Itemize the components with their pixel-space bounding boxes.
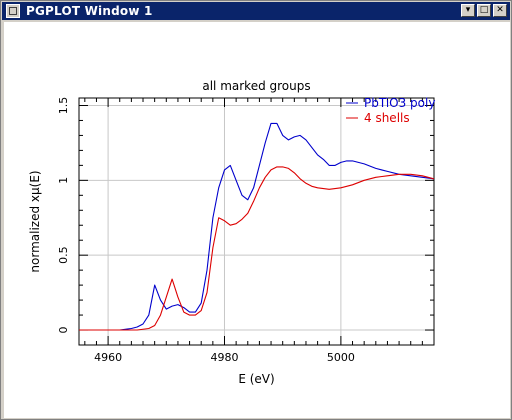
series-line-1: [79, 166, 434, 331]
x-tick-label-4960: 4960: [94, 351, 122, 364]
y-axis-label: normalized xμ(E): [28, 170, 42, 272]
y-tick-label-0-5: 0.5: [57, 246, 70, 264]
window-menu-icon[interactable]: [6, 4, 20, 18]
window-title: PGPLOT Window 1: [26, 4, 153, 18]
y-tick-label-1-5: 1.5: [57, 97, 70, 115]
y-tick-label-0: 0: [57, 327, 70, 334]
x-tick-label-5000: 5000: [327, 351, 355, 364]
legend: PbTiO3 poly 4 shells: [346, 96, 435, 125]
minimize-button[interactable]: ▾: [461, 4, 475, 17]
x-tick-label-4980: 4980: [210, 351, 238, 364]
x-axis-label: E (eV): [238, 372, 274, 386]
title-bar[interactable]: PGPLOT Window 1 ▾ □ ✕: [2, 2, 510, 20]
window-controls: ▾ □ ✕: [461, 4, 507, 17]
chart-title: all marked groups: [202, 79, 310, 93]
legend-label-4-shells: 4 shells: [364, 111, 410, 125]
plot-frame: [78, 97, 435, 346]
plot-area: all marked groups E (eV) normalized xμ(E…: [4, 22, 510, 418]
close-button[interactable]: ✕: [493, 4, 507, 17]
series-group: [79, 122, 434, 331]
xanes-chart: all marked groups E (eV) normalized xμ(E…: [28, 79, 435, 386]
y-tick-label-1: 1: [57, 177, 70, 184]
legend-label-pbtio3: PbTiO3 poly: [364, 96, 435, 110]
maximize-button[interactable]: □: [477, 4, 491, 17]
series-line-0: [79, 122, 434, 331]
